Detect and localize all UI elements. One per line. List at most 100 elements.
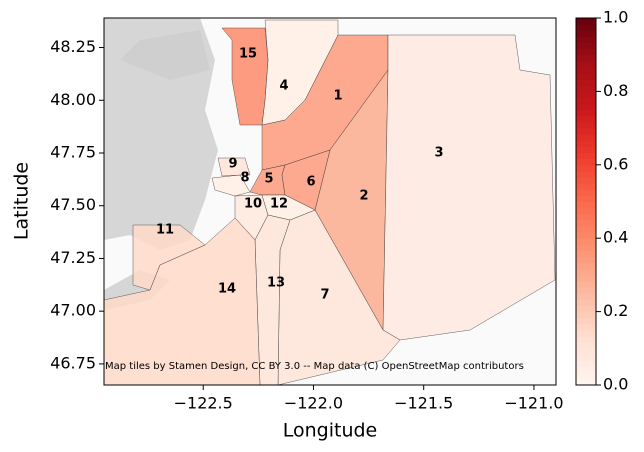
colorbar-segment <box>576 91 596 99</box>
colorbar-segment <box>576 54 596 62</box>
colorbar-segment <box>576 140 596 147</box>
colorbar-tick-label: 0.8 <box>603 81 628 100</box>
colorbar-segment <box>576 219 596 227</box>
x-tick-label: −122.0 <box>284 394 343 413</box>
y-axis-label: Latitude <box>11 162 33 240</box>
colorbar-segment <box>576 372 596 380</box>
colorbar-segment <box>576 24 596 31</box>
colorbar-segment <box>576 195 596 202</box>
colorbar-segment <box>576 109 596 117</box>
colorbar-segment <box>576 225 596 233</box>
colorbar-segment <box>576 281 596 288</box>
attribution-text: Map tiles by Stamen Design, CC BY 3.0 --… <box>105 361 524 372</box>
colorbar-segment <box>576 342 596 349</box>
y-tick-label: 46.75 <box>50 353 96 372</box>
colorbar-segment <box>576 293 596 300</box>
colorbar-segment <box>576 336 596 343</box>
colorbar-segment <box>576 360 596 368</box>
colorbar-segment <box>576 244 596 251</box>
colorbar-segment <box>576 121 596 129</box>
y-tick-label: 47.75 <box>50 142 96 161</box>
colorbar-segment <box>576 103 596 111</box>
colorbar-segment <box>576 238 596 245</box>
colorbar-segment <box>576 311 596 319</box>
colorbar-tick-label: 0.6 <box>603 154 628 173</box>
colorbar-segment <box>576 323 596 331</box>
region-label: 14 <box>218 282 236 297</box>
x-tick-label: −122.5 <box>174 394 233 413</box>
region-label: 7 <box>320 288 329 303</box>
colorbar-segment <box>576 134 596 141</box>
colorbar-segment <box>576 152 596 160</box>
colorbar-segment <box>576 170 596 178</box>
x-tick-label: −121.0 <box>504 394 563 413</box>
colorbar-segment <box>576 299 596 306</box>
region-label: 2 <box>359 189 368 204</box>
colorbar-segment <box>576 97 596 105</box>
colorbar-tick-label: 1.0 <box>603 8 628 27</box>
region <box>211 174 251 197</box>
region-label: 1 <box>333 89 342 104</box>
colorbar-segment <box>576 262 596 270</box>
colorbar-segment <box>576 79 596 86</box>
colorbar-segment <box>576 213 596 221</box>
region <box>382 34 556 341</box>
colorbar-segment <box>576 30 596 37</box>
colorbar-segment <box>576 164 596 172</box>
colorbar-segment <box>576 36 596 43</box>
colorbar-segment <box>576 115 596 123</box>
region-label: 13 <box>267 276 285 291</box>
colorbar-segment <box>576 201 596 209</box>
colorbar-segment <box>576 177 596 184</box>
colorbar-frame <box>575 17 597 386</box>
region-label: 6 <box>306 175 315 190</box>
region-label: 12 <box>270 197 288 212</box>
colorbar: 0.0 0.2 0.4 0.6 0.8 1.0 <box>575 8 628 394</box>
y-tick-label: 48.25 <box>50 37 96 56</box>
colorbar-segment <box>576 146 596 154</box>
region-label: 9 <box>228 157 237 172</box>
colorbar-segment <box>576 66 596 74</box>
y-tick-label: 47.00 <box>50 301 96 320</box>
colorbar-segment <box>576 354 596 362</box>
colorbar-segment <box>576 189 596 196</box>
colorbar-segment <box>576 232 596 239</box>
colorbar-tick-label: 0.0 <box>603 375 628 394</box>
colorbar-tick-label: 0.2 <box>603 301 628 320</box>
colorbar-segment <box>576 366 596 374</box>
x-axis-label: Longitude <box>283 420 378 442</box>
colorbar-segment <box>576 287 596 294</box>
region-label: 4 <box>279 79 288 94</box>
region-label: 15 <box>239 47 257 62</box>
region <box>217 157 251 177</box>
colorbar-segment <box>576 274 596 282</box>
colorbar-segment <box>576 268 596 276</box>
y-tick-label: 47.25 <box>50 248 96 267</box>
colorbar-segment <box>576 317 596 325</box>
colorbar-segment <box>576 128 596 135</box>
colorbar-tick-label: 0.4 <box>603 228 628 247</box>
colorbar-segment <box>576 42 596 50</box>
region-label: 3 <box>434 146 443 161</box>
colorbar-segment <box>576 60 596 68</box>
colorbar-segment <box>576 85 596 92</box>
colorbar-segment <box>576 305 596 313</box>
colorbar-segment <box>576 348 596 355</box>
colorbar-segment <box>576 207 596 215</box>
region <box>221 27 269 126</box>
colorbar-segment <box>576 73 596 80</box>
y-tick-label: 47.50 <box>50 195 96 214</box>
region <box>261 194 316 221</box>
regions <box>104 19 556 385</box>
colorbar-segment <box>576 250 596 258</box>
attribution: Map tiles by Stamen Design, CC BY 3.0 --… <box>105 361 524 372</box>
axes-frame <box>103 17 557 386</box>
colorbar-segment <box>576 48 596 56</box>
region <box>104 217 261 385</box>
colorbar-segment <box>576 18 596 25</box>
region-label: 10 <box>244 197 262 212</box>
region-label: 8 <box>240 171 249 186</box>
colorbar-segment <box>576 183 596 190</box>
y-tick-label: 48.00 <box>50 90 96 109</box>
